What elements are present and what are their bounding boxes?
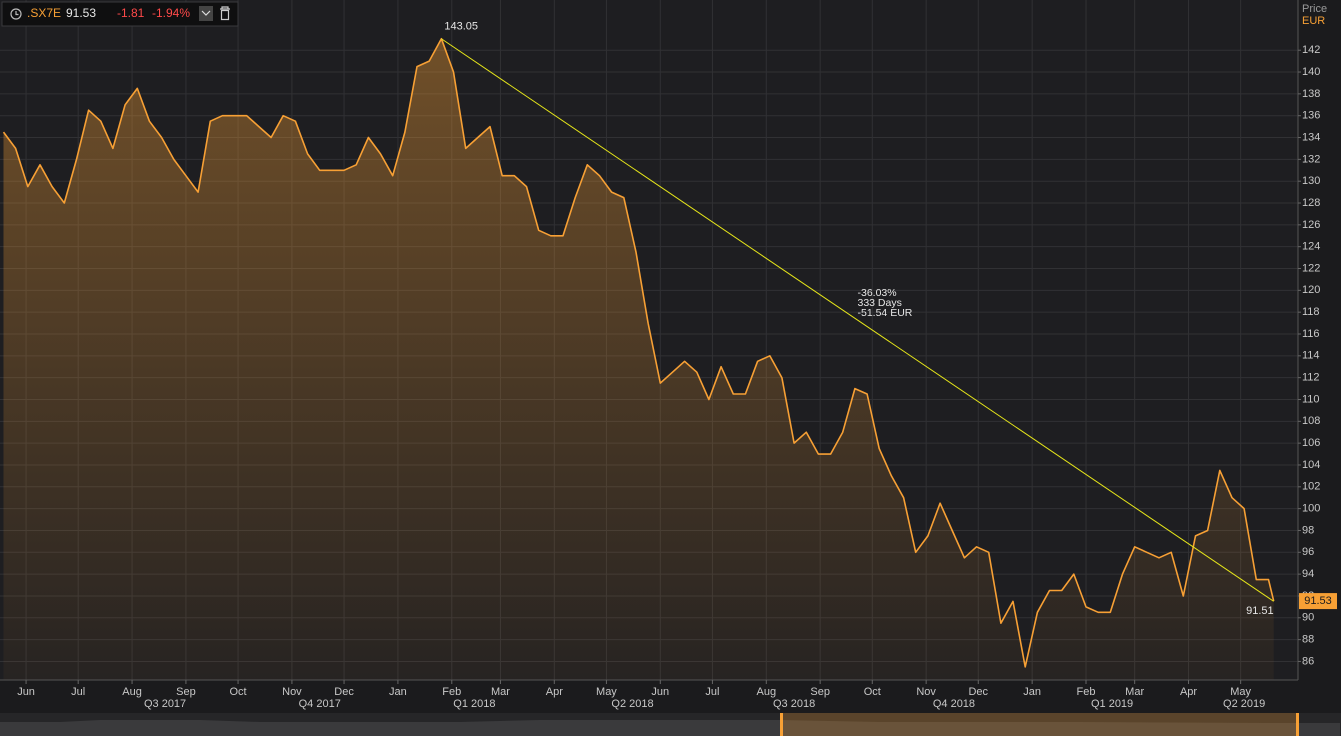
clock-icon[interactable] [10, 8, 22, 20]
dropdown-arrow [201, 10, 211, 16]
x-tick-label: Jan [1023, 686, 1041, 698]
x-tick-label: May [596, 686, 617, 698]
y-tick-label: 110 [1302, 393, 1320, 405]
y-tick-label: 116 [1302, 328, 1320, 340]
y-tick-label: 112 [1302, 372, 1320, 384]
y-tick-label: 138 [1302, 88, 1320, 100]
delete-button[interactable] [220, 6, 230, 21]
x-tick-label: Jun [17, 686, 35, 698]
x-tick-label: Jul [71, 686, 85, 698]
y-tick-label: 134 [1302, 131, 1320, 143]
symbol[interactable]: .SX7E [27, 6, 61, 20]
header-box [1, 1, 239, 27]
y-axis-title: Price [1302, 3, 1327, 15]
quarter-label: Q1 2019 [1091, 698, 1133, 710]
x-tick-label: May [1230, 686, 1251, 698]
trend-end-label: 91.51 [1246, 605, 1274, 617]
y-tick-label: 104 [1302, 459, 1320, 471]
x-tick-label: Oct [864, 686, 881, 698]
quarter-label: Q2 2018 [611, 698, 653, 710]
x-tick-label: Jun [651, 686, 669, 698]
y-axis-unit: EUR [1302, 15, 1325, 27]
y-tick-label: 100 [1302, 503, 1320, 515]
x-tick-label: Nov [282, 686, 302, 698]
x-tick-label: Sep [810, 686, 830, 698]
x-tick-label: Mar [1125, 686, 1144, 698]
y-tick-label: 106 [1302, 437, 1320, 449]
x-tick-label: Sep [176, 686, 196, 698]
x-tick-label: Oct [229, 686, 246, 698]
quarter-label: Q4 2018 [933, 698, 975, 710]
y-tick-label: 130 [1302, 175, 1320, 187]
y-tick-label: 86 [1302, 655, 1314, 667]
y-tick-label: 96 [1302, 546, 1314, 558]
y-tick-label: 108 [1302, 415, 1320, 427]
y-tick-label: 136 [1302, 110, 1320, 122]
quarter-label: Q3 2018 [773, 698, 815, 710]
change-pct: -1.94% [152, 6, 190, 20]
quarter-label: Q4 2017 [299, 698, 341, 710]
y-tick-label: 94 [1302, 568, 1314, 580]
y-tick-label: 102 [1302, 481, 1320, 493]
dropdown-button[interactable] [199, 6, 213, 21]
y-tick-label: 128 [1302, 197, 1320, 209]
area-fill [3, 38, 1274, 680]
x-tick-label: Mar [491, 686, 510, 698]
x-tick-label: Feb [442, 686, 461, 698]
trend-stat: 333 Days [858, 297, 902, 309]
x-tick-label: Nov [916, 686, 936, 698]
clock-hand [15, 11, 19, 16]
y-tick-label: 140 [1302, 66, 1320, 78]
navigator-handle-left[interactable] [780, 713, 783, 736]
x-tick-label: Feb [1077, 686, 1096, 698]
navigator-handle-right[interactable] [1296, 713, 1299, 736]
trend-stat: -36.03% [858, 287, 897, 299]
x-tick-label: Aug [757, 686, 777, 698]
trend-start-label: 143.05 [444, 21, 478, 33]
y-tick-label: 132 [1302, 153, 1320, 165]
x-tick-label: Dec [334, 686, 354, 698]
trend-line [441, 38, 1274, 602]
last-price-label: 91.53 [1304, 595, 1332, 607]
quarter-label: Q3 2017 [144, 698, 186, 710]
navigator-selection[interactable] [781, 713, 1298, 736]
quarter-label: Q2 2019 [1223, 698, 1265, 710]
navigator[interactable] [0, 713, 1341, 736]
x-tick-label: Dec [968, 686, 988, 698]
x-tick-label: Apr [546, 686, 563, 698]
y-tick-label: 120 [1302, 284, 1320, 296]
y-tick-label: 118 [1302, 306, 1320, 318]
change: -1.81 [117, 6, 145, 20]
x-tick-label: Jul [705, 686, 719, 698]
y-tick-label: 114 [1302, 350, 1320, 362]
y-tick-label: 98 [1302, 524, 1314, 536]
price-line [2, 37, 1275, 668]
x-tick-label: Apr [1180, 686, 1197, 698]
y-tick-label: 90 [1302, 612, 1314, 624]
last-price: 91.53 [66, 6, 96, 20]
quarter-label: Q1 2018 [453, 698, 495, 710]
y-tick-label: 126 [1302, 219, 1320, 231]
instrument-header: .SX7E 91.53 -1.81 -1.94% [1, 1, 239, 27]
x-tick-label: Jan [389, 686, 407, 698]
trend-stat: -51.54 EUR [858, 307, 913, 319]
y-tick-label: 142 [1302, 44, 1320, 56]
y-tick-label: 88 [1302, 634, 1314, 646]
y-tick-label: 124 [1302, 241, 1320, 253]
y-tick-label: 122 [1302, 262, 1320, 274]
navigator-preview [0, 720, 1340, 736]
last-price-box [1299, 593, 1337, 610]
x-tick-label: Aug [122, 686, 142, 698]
